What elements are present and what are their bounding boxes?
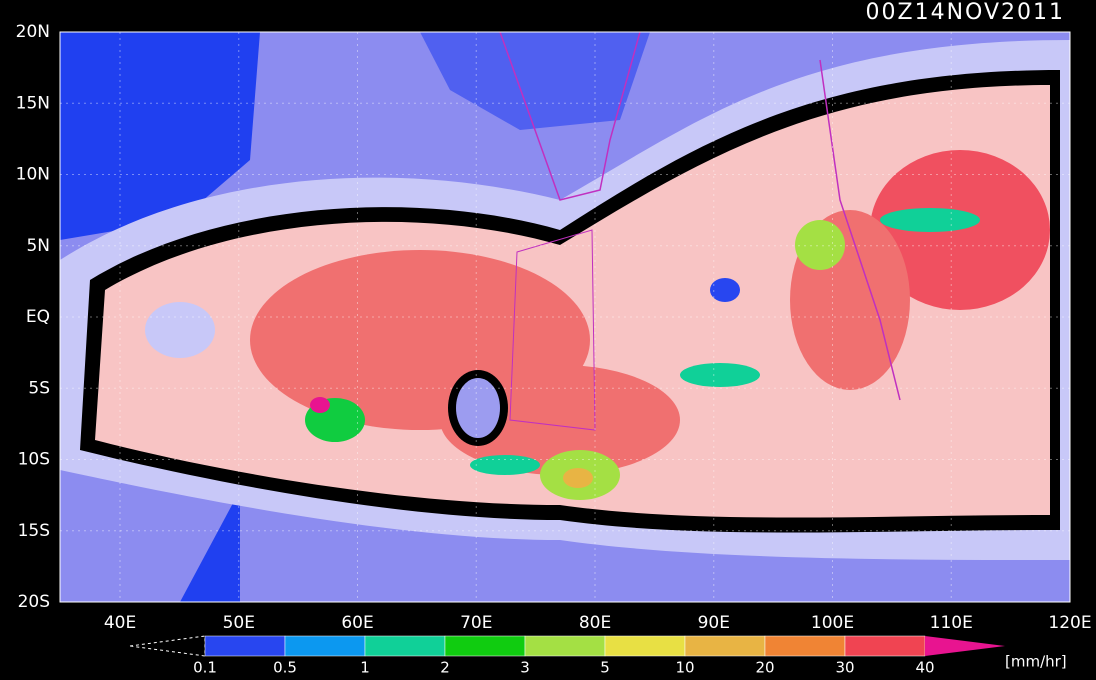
boundary bbox=[509, 229, 596, 431]
colorbar-segment bbox=[844, 635, 926, 657]
lat-label: 10S bbox=[18, 450, 50, 470]
colorbar-label: 0.1 bbox=[193, 659, 217, 677]
lat-label: 5S bbox=[28, 378, 50, 398]
lon-label: 50E bbox=[223, 613, 255, 633]
colorbar-segment bbox=[284, 635, 366, 657]
lat-label: 15N bbox=[16, 93, 50, 113]
field-heavy bbox=[795, 220, 845, 270]
colorbar-segment bbox=[204, 635, 286, 657]
map-frame bbox=[59, 31, 1071, 603]
colorbar-segment bbox=[764, 635, 846, 657]
colorbar-segment bbox=[444, 635, 526, 657]
lat-label: 20S bbox=[18, 592, 50, 612]
field-heavy bbox=[680, 363, 760, 387]
field-heavy bbox=[880, 208, 980, 232]
lon-label: 70E bbox=[460, 613, 492, 633]
lon-label: 90E bbox=[698, 613, 730, 633]
lon-label: 60E bbox=[341, 613, 373, 633]
field-dry bbox=[180, 490, 240, 602]
field-heavy bbox=[710, 278, 740, 302]
field-heavy bbox=[310, 397, 330, 413]
colorbar-over bbox=[925, 636, 1005, 656]
field-dry bbox=[420, 32, 650, 130]
lon-label: 110E bbox=[930, 613, 973, 633]
lat-label: 5N bbox=[26, 236, 50, 256]
field-dry bbox=[60, 32, 260, 240]
field-heavy bbox=[470, 455, 540, 475]
colorbar-label: 3 bbox=[520, 659, 530, 677]
colorbar-label: 40 bbox=[915, 659, 934, 677]
lat-label: 15S bbox=[18, 521, 50, 541]
field-hole bbox=[145, 302, 215, 358]
coastline bbox=[819, 59, 901, 401]
lon-label: 40E bbox=[104, 613, 136, 633]
lon-label: 80E bbox=[579, 613, 611, 633]
colorbar-label: 5 bbox=[600, 659, 610, 677]
field-red bbox=[870, 150, 1050, 310]
colorbar-segment bbox=[604, 635, 686, 657]
colorbar-unit: [mm/hr] bbox=[1005, 653, 1067, 671]
rain-field bbox=[60, 31, 1070, 602]
colorbar-label: 2 bbox=[440, 659, 450, 677]
lat-label: EQ bbox=[26, 307, 50, 327]
lon-label: 100E bbox=[811, 613, 854, 633]
lat-label: 20N bbox=[16, 22, 50, 42]
field-hole bbox=[456, 378, 500, 438]
colorbar-segment bbox=[684, 635, 766, 657]
colorbar-label: 20 bbox=[755, 659, 774, 677]
colorbar-label: 30 bbox=[835, 659, 854, 677]
lat-label: 10N bbox=[16, 165, 50, 185]
timestamp: 00Z14NOV2011 bbox=[866, 0, 1065, 25]
colorbar-label: 1 bbox=[360, 659, 370, 677]
colorbar-segment bbox=[524, 635, 606, 657]
field-heavy bbox=[563, 468, 593, 488]
colorbar-label: 10 bbox=[675, 659, 694, 677]
coastline bbox=[499, 31, 641, 201]
colorbar-segment bbox=[364, 635, 446, 657]
lon-label: 120E bbox=[1048, 613, 1091, 633]
colorbar-label: 0.5 bbox=[273, 659, 297, 677]
